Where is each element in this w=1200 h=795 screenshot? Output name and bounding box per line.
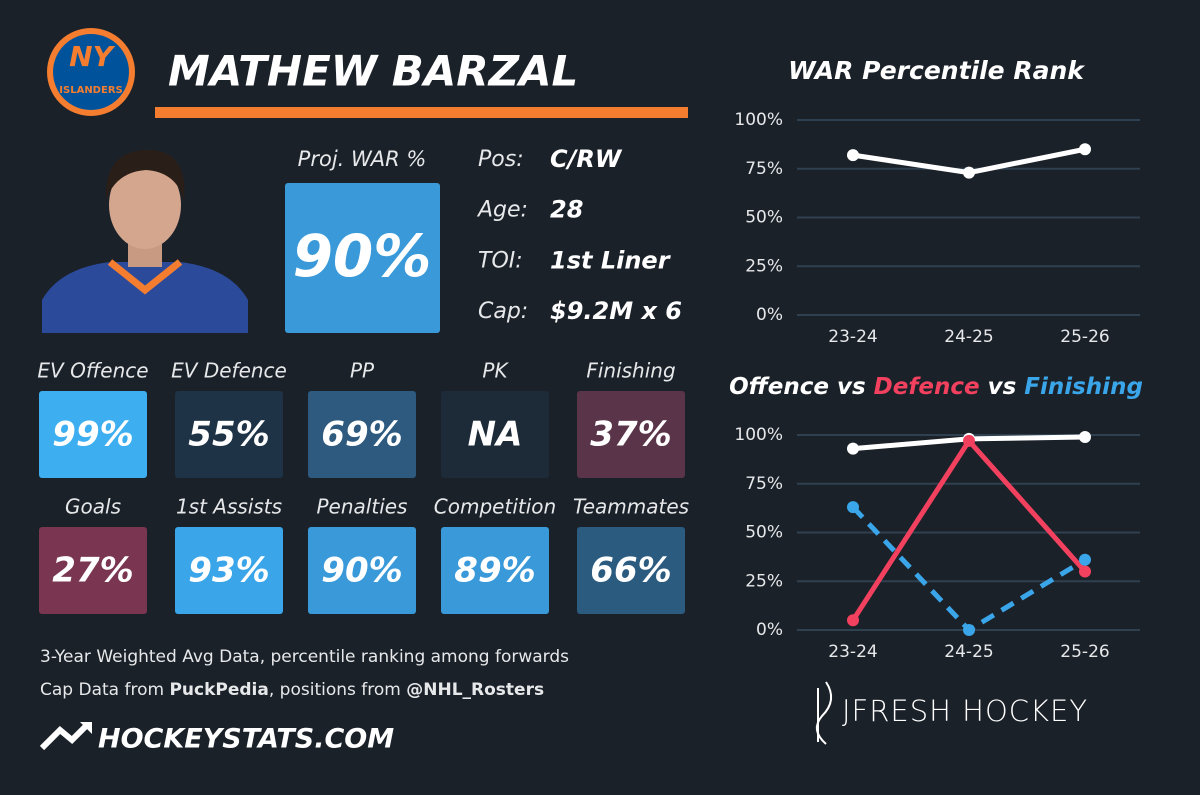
footer-text: , positions from <box>269 680 406 700</box>
tile-value: 37% <box>590 415 671 455</box>
tile-value: 90% <box>321 551 402 591</box>
tile <box>308 527 416 614</box>
charts: WAR Percentile Rank 0% 25% 50% 75% 100% 23-24 2… <box>729 56 1143 662</box>
legend-entry: Defence <box>874 374 980 400</box>
point <box>1079 553 1091 566</box>
player-photo <box>42 150 248 333</box>
tile <box>39 527 147 614</box>
y-tick-label: 100% <box>734 110 783 130</box>
point <box>847 614 859 627</box>
tile-value: 69% <box>321 415 402 455</box>
tile <box>39 391 147 478</box>
team-logo: NY ISLANDERS <box>47 28 135 116</box>
tile-label: EV Defence <box>171 359 287 383</box>
y-tick-label: 50% <box>745 208 783 228</box>
info-label: Cap: <box>478 299 528 324</box>
point <box>963 166 975 179</box>
proj-label: Proj. WAR % <box>298 147 427 171</box>
tile <box>577 527 685 614</box>
x-tick-label: 25-26 <box>1060 327 1109 347</box>
x-tick-label: 24-25 <box>944 642 993 662</box>
point <box>1079 143 1091 156</box>
x-tick-label: 24-25 <box>944 327 993 347</box>
credit: JFRESH HOCKEY <box>842 694 1088 728</box>
tile-value: 99% <box>52 415 133 455</box>
brand: HOCKEYSTATS.COM <box>98 724 394 755</box>
tile-label: Competition <box>434 495 556 519</box>
credit-icon <box>815 681 833 745</box>
stat-tiles: EV Offence 99% EV Defence 55% PP 69% PK NA Finis… <box>37 359 689 614</box>
tile <box>175 391 283 478</box>
title-joiner: vs <box>837 374 866 400</box>
y-tick-label: 0% <box>756 620 783 640</box>
logo-text: ISLANDERS <box>59 85 122 96</box>
tile-value: 93% <box>188 551 269 591</box>
info-value: C/RW <box>550 145 623 173</box>
tile-value: 55% <box>188 415 269 455</box>
tile-label: PP <box>350 359 375 383</box>
footer-text: Cap Data from <box>40 680 169 700</box>
tile-label: Goals <box>65 495 121 519</box>
tile <box>175 527 283 614</box>
tile-label: Teammates <box>573 495 689 519</box>
point <box>963 434 975 447</box>
proj-box <box>285 183 440 333</box>
name-underline <box>155 107 688 118</box>
tile-label: Finishing <box>586 359 675 383</box>
tile-value: 89% <box>454 551 535 591</box>
brand-icon <box>39 721 92 751</box>
point <box>847 149 859 162</box>
y-tick-label: 75% <box>745 474 783 494</box>
info-value: 28 <box>550 196 583 224</box>
logo-text: NY <box>69 40 115 73</box>
chart-title: WAR Percentile Rank <box>788 56 1085 85</box>
tile-label: 1st Assists <box>176 495 282 519</box>
tile-label: Penalties <box>317 495 408 519</box>
info-label: Pos: <box>478 147 524 172</box>
point <box>847 442 859 455</box>
y-tick-label: 100% <box>734 425 783 445</box>
footer-text: PuckPedia <box>169 680 268 700</box>
tile <box>577 391 685 478</box>
point <box>847 501 859 514</box>
tile-label: PK <box>482 359 509 383</box>
x-tick-label: 25-26 <box>1060 642 1109 662</box>
x-tick-label: 23-24 <box>828 327 877 347</box>
tile-value: 66% <box>590 551 671 591</box>
info-value: 1st Liner <box>550 246 672 274</box>
info-label: Age: <box>476 198 528 223</box>
info-list: Pos: C/RW Age: 28 TOI: 1st Liner Cap: $9.2M x 6 <box>476 145 682 325</box>
player-name: MATHEW BARZAL <box>168 47 578 96</box>
y-tick-label: 50% <box>745 523 783 543</box>
info-label: TOI: <box>478 248 523 273</box>
y-tick-label: 75% <box>745 159 783 179</box>
y-tick-label: 0% <box>756 305 783 325</box>
y-tick-label: 25% <box>745 256 783 276</box>
x-tick-label: 23-24 <box>828 642 877 662</box>
y-tick-label: 25% <box>745 571 783 591</box>
point <box>963 624 975 636</box>
title-joiner: vs <box>988 374 1017 400</box>
legend-entry: Finishing <box>1024 374 1143 400</box>
tile <box>441 391 549 478</box>
footer-note: 3-Year Weighted Avg Data, percentile ran… <box>40 647 569 667</box>
point <box>1079 430 1091 443</box>
info-value: $9.2M x 6 <box>550 297 682 325</box>
footer-source: Cap Data from PuckPedia, positions from … <box>40 680 544 700</box>
tile-value: 27% <box>52 551 133 591</box>
proj-value: 90% <box>293 222 432 290</box>
chart-title: Offence vs Defence vs Finishing <box>729 374 1143 400</box>
tile <box>308 391 416 478</box>
point <box>1079 565 1091 578</box>
tile-label: EV Offence <box>37 359 148 383</box>
tile <box>441 527 549 614</box>
footer-text: @NHL_Rosters <box>406 680 544 700</box>
legend-entry: Offence <box>729 374 829 400</box>
tile-value: NA <box>468 415 523 455</box>
